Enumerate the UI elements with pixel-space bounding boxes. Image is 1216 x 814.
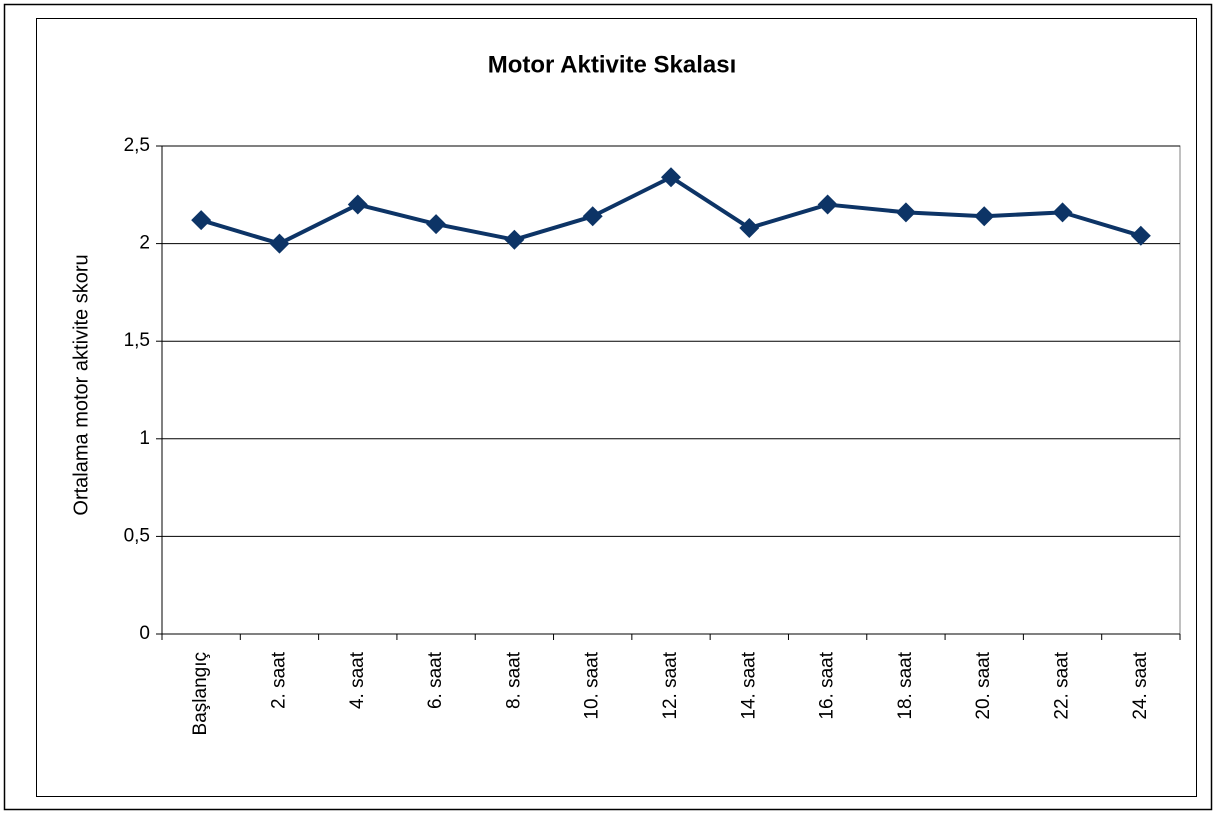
plot-area (161, 145, 1181, 635)
x-tick-label: 10. saat (582, 651, 603, 719)
y-tick-label: 1,5 (124, 330, 150, 351)
data-point (504, 229, 525, 250)
data-point (817, 194, 838, 215)
data-point (974, 206, 995, 227)
data-point (269, 233, 290, 254)
data-point (739, 217, 760, 238)
x-tick-label: 18. saat (895, 651, 916, 719)
data-point (895, 202, 916, 223)
x-tick-label: 20. saat (973, 651, 994, 719)
y-tick-label: 2 (139, 233, 150, 254)
x-tick-label: 6. saat (425, 651, 446, 709)
data-point (347, 194, 368, 215)
data-point (426, 214, 447, 235)
y-tick-label: 0 (139, 623, 150, 644)
x-tick-label: Başlangıç (190, 652, 211, 735)
x-tick-label: 2. saat (268, 651, 289, 709)
x-tick-label: 16. saat (817, 651, 838, 719)
x-tick-label: 12. saat (660, 651, 681, 719)
data-point (191, 210, 212, 231)
y-tick-label: 2,5 (124, 135, 150, 156)
data-point (661, 167, 681, 188)
data-point (1052, 202, 1073, 223)
data-point (582, 206, 603, 227)
x-tick-label: 24. saat (1130, 651, 1151, 719)
y-axis-label: Ortalama motor aktivite skoru (70, 254, 92, 515)
x-tick-label: 8. saat (503, 651, 524, 709)
y-tick-label: 1 (139, 428, 150, 449)
chart-title: Motor Aktivite Skalası (488, 51, 737, 78)
data-point (1130, 225, 1151, 246)
x-tick-label: 22. saat (1052, 651, 1073, 719)
x-tick-label: 14. saat (738, 651, 759, 719)
x-tick-label: 4. saat (347, 651, 368, 709)
y-tick-label: 0,5 (124, 525, 150, 546)
